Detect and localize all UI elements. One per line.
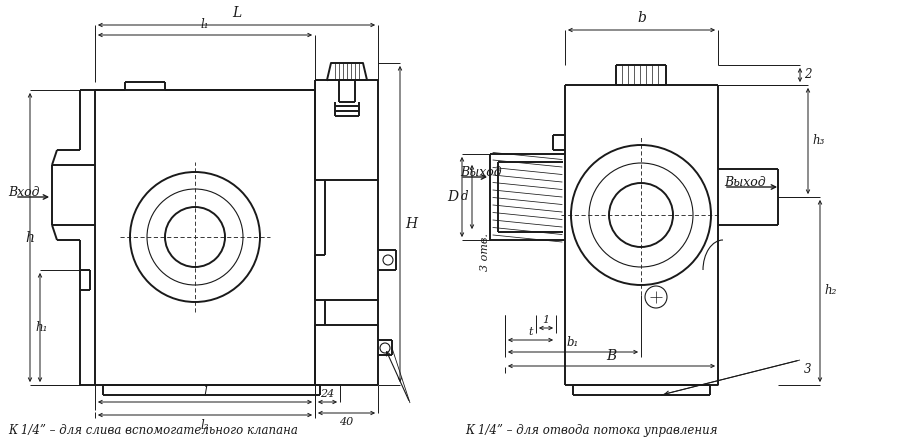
- Text: h₂: h₂: [824, 284, 836, 298]
- Text: 3 отв.: 3 отв.: [480, 233, 490, 271]
- Text: t: t: [528, 327, 533, 337]
- Text: 3: 3: [804, 363, 812, 376]
- Text: Вход: Вход: [8, 186, 40, 199]
- Text: 40: 40: [339, 417, 354, 427]
- Text: D: D: [447, 190, 458, 204]
- Text: l₂: l₂: [201, 419, 209, 432]
- Text: h₃: h₃: [812, 134, 824, 147]
- Text: 2: 2: [804, 69, 812, 81]
- Text: b₁: b₁: [567, 336, 579, 349]
- Text: 24: 24: [320, 389, 335, 399]
- Text: b: b: [637, 11, 646, 25]
- Text: Выход: Выход: [724, 177, 766, 190]
- Text: h: h: [25, 231, 34, 244]
- Text: h₁: h₁: [35, 321, 48, 334]
- Text: H: H: [405, 217, 417, 231]
- Text: К 1/4” – для отвода потока управления: К 1/4” – для отвода потока управления: [465, 424, 717, 437]
- Text: К 1/4” – для слива вспомогательного клапана: К 1/4” – для слива вспомогательного клап…: [8, 424, 298, 437]
- Text: B: B: [607, 349, 616, 363]
- Text: l₁: l₁: [201, 18, 209, 31]
- Text: L: L: [232, 6, 241, 20]
- Text: l: l: [203, 386, 207, 399]
- Text: 1: 1: [543, 315, 550, 325]
- Text: Выход: Выход: [460, 166, 501, 179]
- Text: d: d: [461, 190, 468, 203]
